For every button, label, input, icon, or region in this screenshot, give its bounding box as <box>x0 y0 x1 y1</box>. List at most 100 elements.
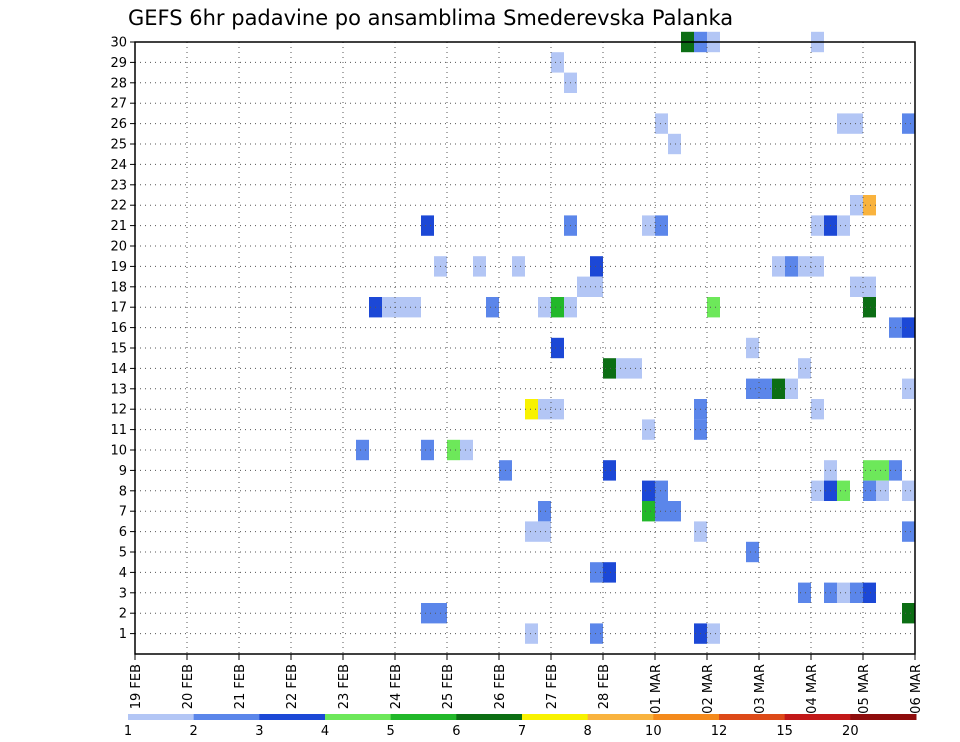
precip-cell <box>746 541 759 563</box>
precip-cell <box>551 399 564 420</box>
precip-cell <box>850 113 863 134</box>
y-tick-label: 7 <box>119 505 127 520</box>
precip-cell <box>590 562 603 583</box>
x-tick-label: 26 FEB <box>493 664 508 709</box>
colorbar-label: 12 <box>711 724 728 739</box>
colorbar-label: 20 <box>842 724 859 739</box>
precip-cell <box>616 358 629 379</box>
precip-cell <box>850 276 863 297</box>
y-tick-label: 16 <box>110 321 127 336</box>
precip-cell <box>863 297 876 318</box>
cells-layer <box>356 31 915 644</box>
precip-cell <box>421 439 434 461</box>
x-tick-label: 05 MAR <box>857 664 872 714</box>
precip-cell <box>902 521 915 542</box>
precip-cell <box>538 521 551 542</box>
y-tick-label: 30 <box>110 36 127 51</box>
colorbar-label: 2 <box>190 724 198 739</box>
y-tick-label: 18 <box>110 280 127 295</box>
colorbar-segment <box>522 714 589 720</box>
colorbar-segment <box>653 714 720 720</box>
y-tick-label: 13 <box>110 382 127 397</box>
x-tick-label: 21 FEB <box>233 664 248 709</box>
y-tick-label: 8 <box>119 484 127 499</box>
colorbar-segment <box>587 714 654 720</box>
y-tick-label: 20 <box>110 240 127 255</box>
y-tick-label: 15 <box>110 342 127 357</box>
precip-cell <box>863 195 876 216</box>
y-tick-label: 25 <box>110 138 127 153</box>
y-tick-label: 11 <box>110 423 127 438</box>
precip-cell <box>603 358 616 379</box>
colorbar: 1 2 3 4 5 6 7 8 10 12 15 20 <box>124 714 917 739</box>
y-tick-label: 1 <box>119 627 127 642</box>
x-tick-label: 01 MAR <box>649 664 664 714</box>
y-tick-label: 19 <box>110 260 127 275</box>
precip-cell <box>902 378 915 399</box>
x-tick-label: 03 MAR <box>753 664 768 714</box>
precip-cell <box>447 439 460 461</box>
y-tick-label: 28 <box>110 76 127 91</box>
y-tick-label: 6 <box>119 525 127 540</box>
precip-cell <box>642 480 655 501</box>
precip-cell <box>421 603 434 624</box>
colorbar-label: 4 <box>321 724 329 739</box>
precip-cell <box>603 460 616 481</box>
colorbar-label: 1 <box>124 724 132 739</box>
precip-cell <box>590 256 603 277</box>
precip-cell <box>902 480 915 501</box>
precip-cell <box>811 215 824 236</box>
y-axis: 1234567891011121314151617181920212223242… <box>110 36 135 642</box>
colorbar-segment <box>193 714 260 720</box>
precip-cell <box>772 256 785 277</box>
precip-cell <box>356 439 369 461</box>
colorbar-segment <box>128 714 195 720</box>
precip-cell <box>642 215 655 236</box>
precip-cell <box>473 256 486 277</box>
precip-cell <box>382 297 395 318</box>
precip-cell <box>642 501 655 522</box>
precip-cell <box>512 256 525 277</box>
precip-cell <box>538 297 551 318</box>
precip-cell <box>902 317 915 338</box>
precip-cell <box>811 399 824 420</box>
colorbar-label: 7 <box>518 724 526 739</box>
precip-cell <box>668 133 681 155</box>
x-tick-label: 24 FEB <box>389 664 404 709</box>
precip-cell <box>863 276 876 297</box>
precip-cell <box>421 215 434 236</box>
precip-cell <box>460 439 473 461</box>
x-tick-label: 25 FEB <box>441 664 456 709</box>
x-tick-label: 19 FEB <box>129 664 144 709</box>
x-tick-label: 22 FEB <box>285 664 300 709</box>
x-tick-label: 04 MAR <box>805 664 820 714</box>
precip-cell <box>551 52 564 73</box>
precip-cell <box>408 297 421 318</box>
y-tick-label: 2 <box>119 607 127 622</box>
precip-cell <box>577 276 590 297</box>
precip-cell <box>538 501 551 522</box>
precip-cell <box>798 582 811 603</box>
grid-layer <box>135 42 915 654</box>
colorbar-label: 15 <box>776 724 793 739</box>
precip-cell <box>785 378 798 399</box>
precip-cell <box>603 562 616 583</box>
y-tick-label: 22 <box>110 199 127 214</box>
precip-cell <box>785 256 798 277</box>
y-tick-label: 26 <box>110 117 127 132</box>
precip-cell <box>538 399 551 420</box>
precip-cell <box>655 480 668 501</box>
colorbar-segment <box>719 714 786 720</box>
precip-cell <box>798 358 811 379</box>
y-tick-label: 21 <box>110 219 127 234</box>
precip-cell <box>590 276 603 297</box>
precip-cell <box>486 297 499 318</box>
colorbar-segment <box>784 714 851 720</box>
precip-cell <box>525 521 538 542</box>
precip-cell <box>811 480 824 501</box>
precip-cell <box>811 256 824 277</box>
y-tick-label: 9 <box>119 464 127 479</box>
y-tick-label: 14 <box>110 362 127 377</box>
x-axis: 19 FEB 20 FEB 21 FEB 22 FEB 23 FEB 24 FEB 25 F… <box>129 654 924 714</box>
